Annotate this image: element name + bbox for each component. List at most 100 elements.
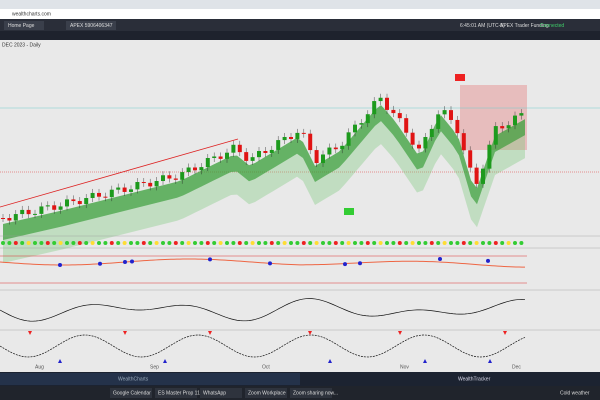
candle: [487, 144, 492, 169]
signal-dot: [77, 241, 82, 245]
toolbar: [0, 31, 600, 40]
candle: [250, 157, 255, 161]
home-tab[interactable]: [4, 21, 44, 30]
signal-dot: [135, 241, 140, 245]
footer-left-panel[interactable]: [0, 373, 300, 385]
candle: [225, 152, 229, 159]
candle: [39, 206, 44, 214]
signal-dot: [359, 241, 364, 245]
tri-up: [58, 359, 62, 363]
signal-dot: [141, 241, 146, 245]
candle: [154, 181, 159, 187]
candle: [52, 205, 57, 210]
signal-dot: [45, 241, 50, 245]
signal-dot: [449, 241, 453, 245]
signal-dot: [269, 241, 274, 245]
tri-down: [123, 331, 127, 335]
signal-dot: [500, 241, 505, 245]
signal-dot: [205, 241, 210, 245]
signal-dot: [506, 241, 511, 245]
tri-down: [308, 331, 312, 335]
ind-dot: [123, 260, 127, 265]
signal-dot: [429, 241, 434, 245]
tri-up: [163, 359, 167, 363]
candle: [519, 113, 524, 116]
candle: [449, 110, 453, 120]
candle: [205, 158, 210, 168]
taskbar-item[interactable]: [155, 388, 197, 398]
address-bar[interactable]: [0, 9, 600, 19]
alert-flag: [455, 74, 465, 81]
taskbar-label: WhatsApp: [203, 390, 226, 396]
candle: [186, 167, 191, 173]
signal-dot: [461, 241, 466, 245]
candle: [391, 109, 396, 114]
candle: [295, 132, 300, 139]
alert-flag: [344, 208, 354, 215]
candle: [340, 145, 345, 150]
candle: [506, 125, 511, 129]
taskbar-item[interactable]: [290, 388, 332, 398]
signal-dot: [282, 241, 287, 245]
candle: [116, 187, 121, 190]
taskbar-item[interactable]: [110, 388, 152, 398]
signal-dot: [263, 241, 268, 245]
signal-dot: [58, 241, 63, 245]
signal-dot: [301, 241, 306, 245]
candle: [346, 132, 351, 146]
taskbar-item[interactable]: [245, 388, 287, 398]
trend-line: [0, 138, 239, 208]
candle: [193, 167, 197, 171]
tab-strip: [0, 0, 600, 9]
tri-down: [503, 331, 507, 335]
candle: [269, 149, 274, 153]
signal-dot: [276, 241, 281, 245]
signal-dot: [417, 241, 421, 245]
signal-dot: [308, 241, 313, 245]
signal-dot: [378, 241, 383, 245]
taskbar-item[interactable]: [200, 388, 242, 398]
candle: [314, 150, 319, 164]
signal-dot: [199, 241, 204, 245]
tri-down: [28, 331, 32, 335]
signal-dot: [71, 241, 76, 245]
ind-dot: [343, 262, 347, 267]
signal-dot: [468, 241, 473, 245]
candle: [372, 101, 377, 115]
ind-dot: [208, 257, 212, 262]
candle: [7, 218, 12, 221]
candle: [212, 156, 217, 159]
candle: [429, 128, 434, 137]
candle: [385, 97, 389, 110]
signal-dot: [180, 241, 185, 245]
signal-dot: [173, 241, 178, 245]
signal-dot: [353, 241, 357, 245]
ind-dot: [358, 261, 362, 266]
candle: [161, 175, 165, 182]
candle: [77, 201, 82, 205]
footer-left: WealthCharts: [118, 376, 149, 382]
signal-dot: [397, 241, 402, 245]
candle: [218, 156, 223, 159]
candle: [237, 144, 242, 153]
candle: [167, 175, 172, 179]
signal-dot: [519, 241, 524, 245]
ind-dot: [486, 258, 490, 263]
candle: [33, 213, 37, 215]
candle: [436, 114, 441, 129]
signal-dot: [231, 241, 236, 245]
signal-dot: [218, 241, 223, 245]
candle: [97, 192, 101, 197]
account-tab[interactable]: [66, 21, 116, 30]
month-label: Nov: [400, 364, 409, 370]
candle: [301, 132, 306, 134]
signal-dot: [327, 241, 332, 245]
signal-dot: [122, 241, 127, 245]
candle: [109, 189, 114, 198]
signal-dot: [314, 241, 319, 245]
candle: [84, 198, 89, 205]
signal-dot: [13, 241, 18, 245]
candle: [13, 214, 18, 221]
candle: [129, 189, 133, 192]
